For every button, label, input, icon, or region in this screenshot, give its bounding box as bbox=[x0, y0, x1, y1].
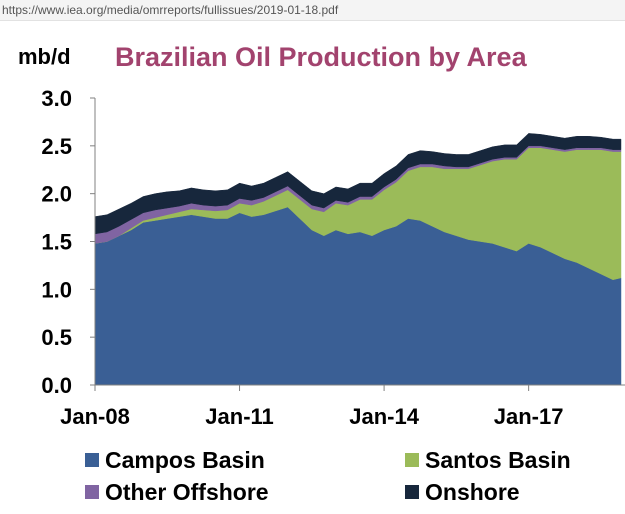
browser-url-bar[interactable]: https://www.iea.org/media/omrreports/ful… bbox=[0, 0, 625, 21]
y-tick-label: 2.0 bbox=[41, 182, 72, 207]
legend-swatch-other-offshore bbox=[85, 485, 99, 499]
y-tick-label: 1.0 bbox=[41, 277, 72, 302]
y-tick-label: 1.5 bbox=[41, 230, 72, 255]
area-onshore bbox=[94, 133, 622, 235]
y-tick-label: 0.0 bbox=[41, 373, 72, 398]
y-tick-label: 2.5 bbox=[41, 134, 72, 159]
legend-label-campos-basin: Campos Basin bbox=[105, 447, 265, 473]
y-tick-label: 3.0 bbox=[41, 86, 72, 111]
y-tick-label: 0.5 bbox=[41, 325, 72, 350]
y-axis-unit-label: mb/d bbox=[18, 44, 71, 69]
x-tick-label: Jan-17 bbox=[494, 404, 564, 429]
x-tick-label: Jan-14 bbox=[349, 404, 419, 429]
legend-label-santos-basin: Santos Basin bbox=[425, 447, 571, 473]
x-tick-label: Jan-08 bbox=[60, 404, 130, 429]
legend-label-onshore: Onshore bbox=[425, 479, 520, 505]
x-tick-label: Jan-11 bbox=[205, 404, 274, 429]
legend-swatch-onshore bbox=[405, 485, 419, 499]
url-text: https://www.iea.org/media/omrreports/ful… bbox=[2, 3, 339, 17]
legend-swatch-campos-basin bbox=[85, 453, 99, 467]
legend-label-other-offshore: Other Offshore bbox=[105, 479, 269, 505]
chart-title: Brazilian Oil Production by Area bbox=[115, 42, 527, 72]
legend-swatch-santos-basin bbox=[405, 453, 419, 467]
